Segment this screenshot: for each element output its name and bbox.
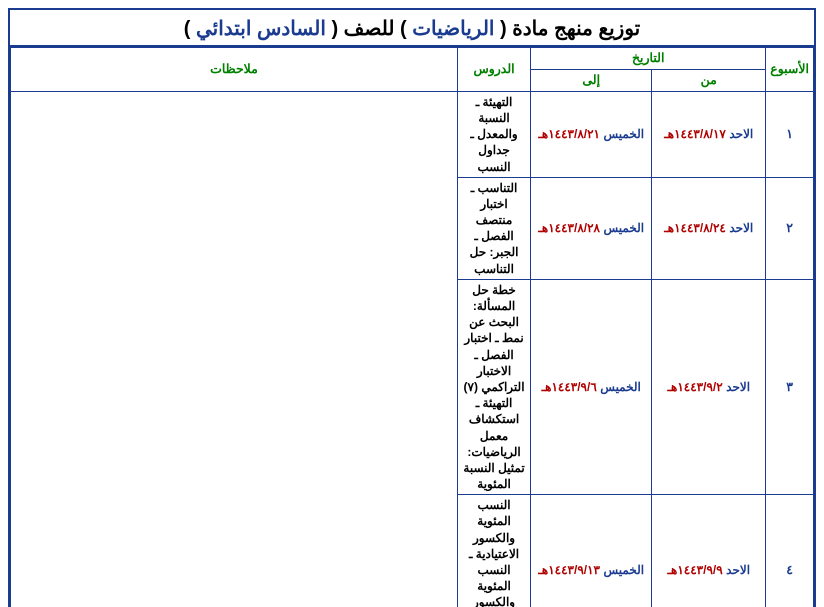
date-cell: الخميس ١٤٤٣/٩/١٣هـ — [531, 495, 652, 607]
table-header: الأسبوع التاريخ الدروس ملاحظات من إلى — [11, 48, 814, 92]
week-number: ١ — [766, 91, 814, 177]
header-notes: ملاحظات — [11, 48, 458, 92]
lesson-cell: التهيئة ـ النسبة والمعدل ـ جداول النسب — [457, 91, 530, 177]
header-week: الأسبوع — [766, 48, 814, 92]
curriculum-table-wrapper: توزيع منهج مادة ( الرياضيات ) للصف ( الس… — [8, 8, 816, 607]
date-cell: الاحد ١٤٤٣/٩/٩هـ — [652, 495, 766, 607]
header-from: من — [652, 69, 766, 91]
week-number: ٤ — [766, 495, 814, 607]
date-cell: الخميس ١٤٤٣/٨/٢١هـ — [531, 91, 652, 177]
table-row: ١ الاحد ١٤٤٣/٨/١٧هـ الخميس ١٤٤٣/٨/٢١هـ ا… — [11, 91, 814, 177]
week-number: ٣ — [766, 279, 814, 494]
date-cell: الاحد ١٤٤٣/٨/٢٤هـ — [652, 177, 766, 279]
date-cell: الخميس ١٤٤٣/٨/٢٨هـ — [531, 177, 652, 279]
lesson-cell: النسب المئوية والكسور الاعتيادية ـ النسب… — [457, 495, 530, 607]
curriculum-table: الأسبوع التاريخ الدروس ملاحظات من إلى ١ … — [10, 47, 814, 607]
notes-cell: بداية الدراسة للطلاب للفصل الدراسي الثال… — [11, 91, 458, 607]
lesson-cell: التناسب ـ اختبار منتصف الفصل ـ الجبر: حل… — [457, 177, 530, 279]
week-number: ٢ — [766, 177, 814, 279]
date-cell: الخميس ١٤٤٣/٩/٦هـ — [531, 279, 652, 494]
header-to: إلى — [531, 69, 652, 91]
lesson-cell: خطة حل المسألة: البحث عن نمط ـ اختبار ال… — [457, 279, 530, 494]
page-title: توزيع منهج مادة ( الرياضيات ) للصف ( الس… — [10, 10, 814, 47]
header-date: التاريخ — [531, 48, 766, 70]
header-lessons: الدروس — [457, 48, 530, 92]
date-cell: الاحد ١٤٤٣/٨/١٧هـ — [652, 91, 766, 177]
date-cell: الاحد ١٤٤٣/٩/٢هـ — [652, 279, 766, 494]
table-body: ١ الاحد ١٤٤٣/٨/١٧هـ الخميس ١٤٤٣/٨/٢١هـ ا… — [11, 91, 814, 607]
